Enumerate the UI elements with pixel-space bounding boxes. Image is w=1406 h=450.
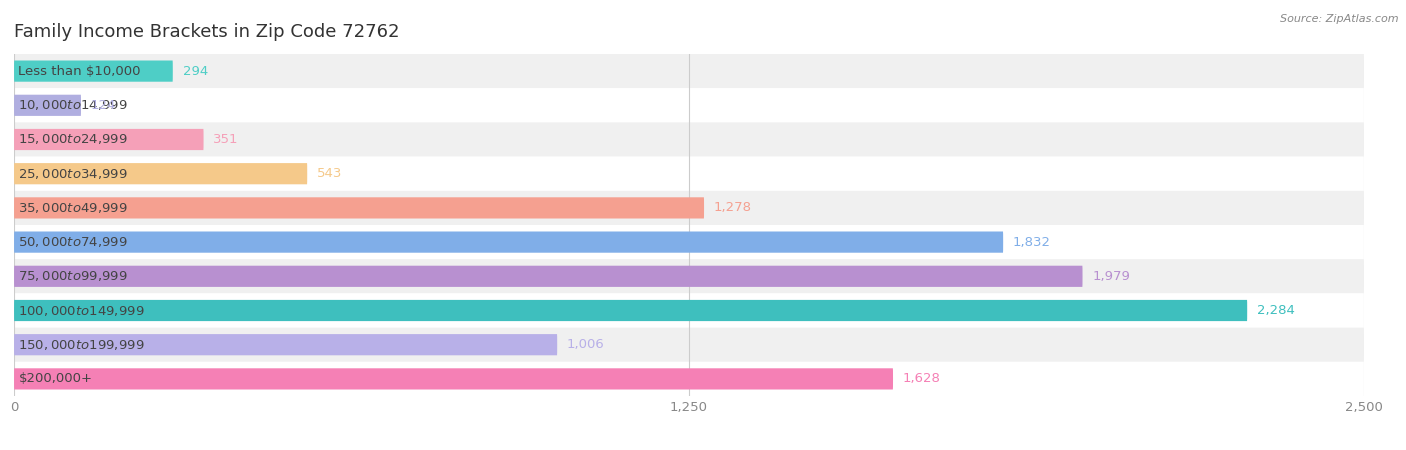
Text: $25,000 to $34,999: $25,000 to $34,999: [18, 166, 128, 181]
Text: Family Income Brackets in Zip Code 72762: Family Income Brackets in Zip Code 72762: [14, 23, 399, 41]
Text: $150,000 to $199,999: $150,000 to $199,999: [18, 338, 145, 352]
Text: Source: ZipAtlas.com: Source: ZipAtlas.com: [1281, 14, 1399, 23]
FancyBboxPatch shape: [14, 368, 893, 390]
FancyBboxPatch shape: [14, 88, 1364, 122]
FancyBboxPatch shape: [14, 94, 82, 116]
FancyBboxPatch shape: [14, 60, 173, 82]
Text: 294: 294: [183, 65, 208, 77]
FancyBboxPatch shape: [14, 231, 1002, 253]
FancyBboxPatch shape: [14, 328, 1364, 362]
FancyBboxPatch shape: [14, 259, 1364, 293]
Text: 1,006: 1,006: [567, 338, 605, 351]
Text: 351: 351: [214, 133, 239, 146]
Text: 1,278: 1,278: [714, 202, 752, 214]
Text: $100,000 to $149,999: $100,000 to $149,999: [18, 303, 145, 318]
Text: $75,000 to $99,999: $75,000 to $99,999: [18, 269, 128, 284]
Text: 1,628: 1,628: [903, 373, 941, 385]
FancyBboxPatch shape: [14, 197, 704, 219]
FancyBboxPatch shape: [14, 122, 1364, 157]
Text: $15,000 to $24,999: $15,000 to $24,999: [18, 132, 128, 147]
Text: 2,284: 2,284: [1257, 304, 1295, 317]
FancyBboxPatch shape: [14, 163, 308, 184]
Text: Less than $10,000: Less than $10,000: [18, 65, 141, 77]
Text: $200,000+: $200,000+: [18, 373, 93, 385]
Text: $35,000 to $49,999: $35,000 to $49,999: [18, 201, 128, 215]
FancyBboxPatch shape: [14, 129, 204, 150]
FancyBboxPatch shape: [14, 334, 557, 356]
FancyBboxPatch shape: [14, 54, 1364, 88]
Text: 124: 124: [91, 99, 117, 112]
FancyBboxPatch shape: [14, 225, 1364, 259]
FancyBboxPatch shape: [14, 362, 1364, 396]
FancyBboxPatch shape: [14, 157, 1364, 191]
Text: 543: 543: [316, 167, 342, 180]
FancyBboxPatch shape: [14, 300, 1247, 321]
FancyBboxPatch shape: [14, 191, 1364, 225]
Text: $50,000 to $74,999: $50,000 to $74,999: [18, 235, 128, 249]
Text: 1,832: 1,832: [1012, 236, 1050, 248]
FancyBboxPatch shape: [14, 293, 1364, 328]
FancyBboxPatch shape: [14, 266, 1083, 287]
Text: 1,979: 1,979: [1092, 270, 1130, 283]
Text: $10,000 to $14,999: $10,000 to $14,999: [18, 98, 128, 112]
